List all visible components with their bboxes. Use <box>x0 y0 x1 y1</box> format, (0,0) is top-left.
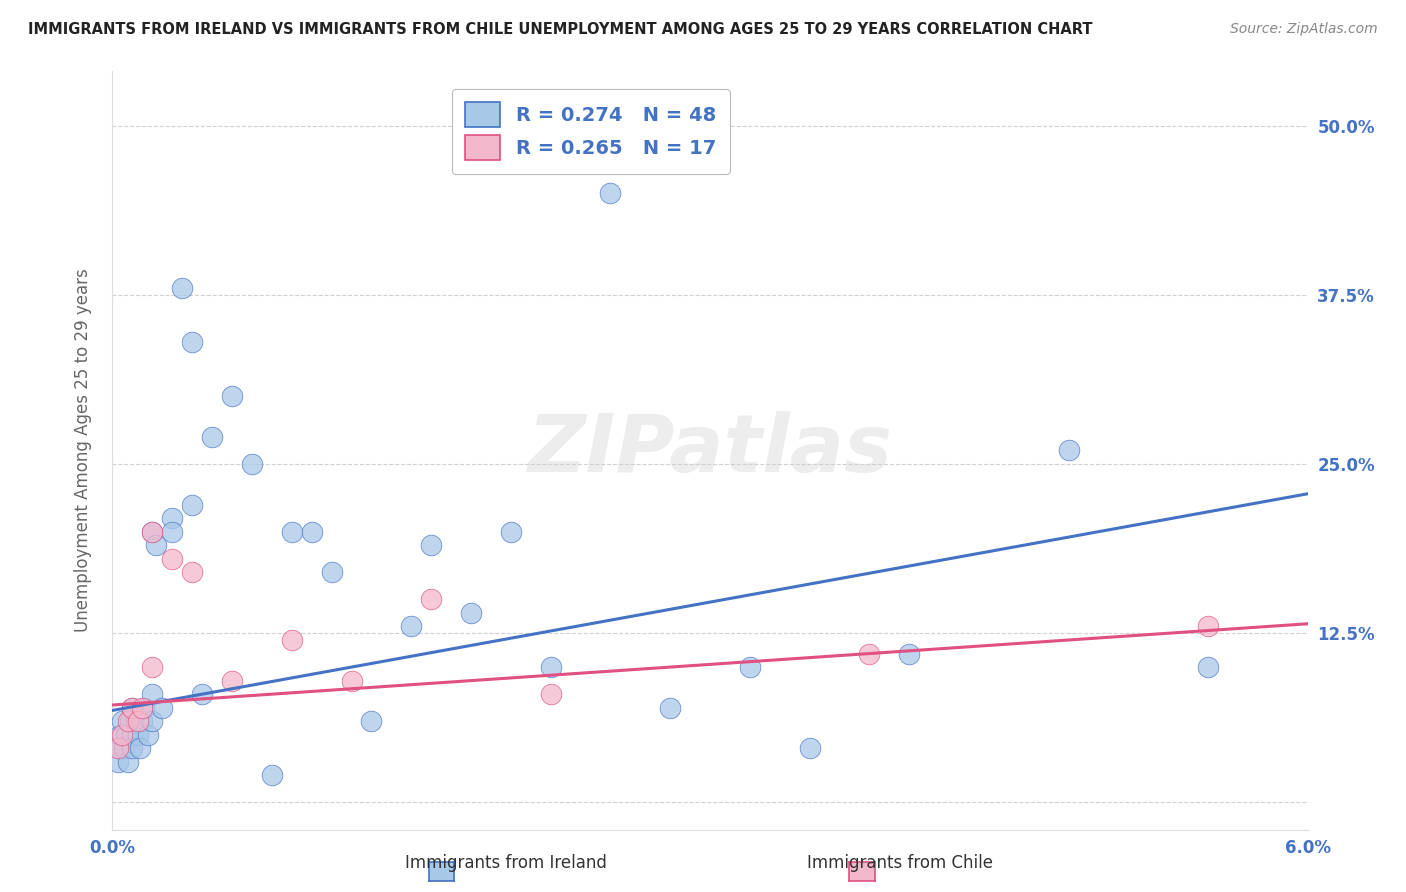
Point <box>260 768 283 782</box>
Point <box>127 728 149 742</box>
Point <box>460 606 482 620</box>
Text: ZIPatlas: ZIPatlas <box>527 411 893 490</box>
Text: IMMIGRANTS FROM IRELAND VS IMMIGRANTS FROM CHILE UNEMPLOYMENT AMONG AGES 25 TO 2: IMMIGRANTS FROM IRELAND VS IMMIGRANTS FR… <box>28 22 1092 37</box>
Point <box>117 714 139 729</box>
Point <box>221 673 243 688</box>
Point <box>281 524 304 539</box>
Point <box>107 741 129 756</box>
Point <box>1197 619 1219 633</box>
Point <box>540 687 562 701</box>
Point <box>221 389 243 403</box>
Y-axis label: Unemployment Among Ages 25 to 29 years: Unemployment Among Ages 25 to 29 years <box>73 268 91 632</box>
Point <box>129 741 152 756</box>
Point <box>420 538 443 552</box>
Point <box>150 700 173 714</box>
Point <box>401 619 423 633</box>
Point <box>162 524 183 539</box>
Point <box>111 714 134 729</box>
Point <box>145 538 167 552</box>
Point <box>121 741 143 756</box>
Point <box>110 728 132 742</box>
Point <box>1197 660 1219 674</box>
Point <box>181 566 204 580</box>
Point <box>107 741 129 756</box>
Point <box>360 714 382 729</box>
Point <box>1057 443 1080 458</box>
Point <box>127 714 149 729</box>
Point <box>499 524 522 539</box>
Point <box>799 741 821 756</box>
Point <box>599 186 621 201</box>
Point <box>540 660 562 674</box>
Point <box>115 728 138 742</box>
Text: Immigrants from Ireland: Immigrants from Ireland <box>405 855 607 872</box>
Point <box>117 755 139 769</box>
Point <box>181 498 204 512</box>
Point <box>134 700 156 714</box>
Point <box>121 728 143 742</box>
Point <box>141 687 163 701</box>
Point <box>141 524 163 539</box>
Point <box>738 660 761 674</box>
Point <box>120 714 142 729</box>
Point <box>191 687 214 701</box>
Point <box>131 700 153 714</box>
Point <box>240 457 263 471</box>
Point <box>201 430 224 444</box>
Point <box>301 524 323 539</box>
Legend: R = 0.274   N = 48, R = 0.265   N = 17: R = 0.274 N = 48, R = 0.265 N = 17 <box>451 88 730 174</box>
Point <box>659 700 682 714</box>
Point <box>114 741 135 756</box>
Point <box>340 673 363 688</box>
Point <box>131 714 153 729</box>
Point <box>121 700 143 714</box>
Point <box>420 592 443 607</box>
Point <box>172 281 194 295</box>
Point <box>121 700 143 714</box>
Point <box>107 755 129 769</box>
Point <box>898 647 921 661</box>
Point <box>138 728 160 742</box>
Text: Immigrants from Chile: Immigrants from Chile <box>807 855 993 872</box>
Point <box>181 335 204 350</box>
Point <box>858 647 880 661</box>
Point <box>321 566 343 580</box>
Point <box>125 714 148 729</box>
Text: Source: ZipAtlas.com: Source: ZipAtlas.com <box>1230 22 1378 37</box>
Point <box>141 660 163 674</box>
Point <box>141 524 163 539</box>
Point <box>111 728 134 742</box>
Point <box>141 714 163 729</box>
Point <box>281 633 304 648</box>
Point <box>162 551 183 566</box>
Point <box>162 511 183 525</box>
